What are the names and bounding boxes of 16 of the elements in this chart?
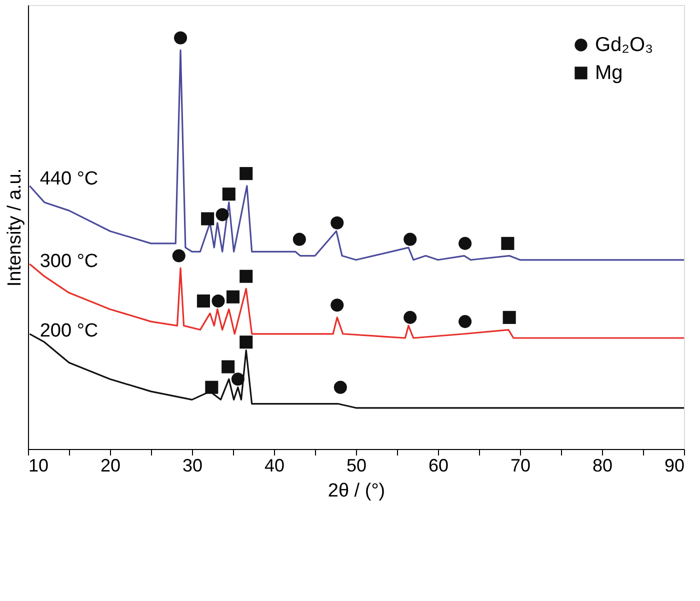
x-tick-label: 40 — [264, 456, 285, 476]
series-label: 300 °C — [40, 250, 98, 272]
x-axis-title: 2θ / (°) — [328, 480, 386, 502]
x-tick-label: 80 — [592, 456, 613, 476]
x-tick-label: 20 — [100, 456, 121, 476]
series-label: 440 °C — [40, 168, 98, 190]
y-axis-title: Intensity / a.u. — [4, 168, 26, 287]
x-tick-label: 10 — [28, 456, 49, 476]
x-tick-label: 70 — [510, 456, 531, 476]
x-tick-label: 50 — [346, 456, 367, 476]
legend-label: Gd₂O₃ — [595, 34, 654, 56]
x-tick-label: 30 — [182, 456, 203, 476]
legend-label: Mg — [595, 62, 623, 84]
series-label: 200 °C — [40, 320, 98, 342]
x-tick-label: 60 — [428, 456, 449, 476]
x-tick-label: 90 — [664, 456, 684, 476]
